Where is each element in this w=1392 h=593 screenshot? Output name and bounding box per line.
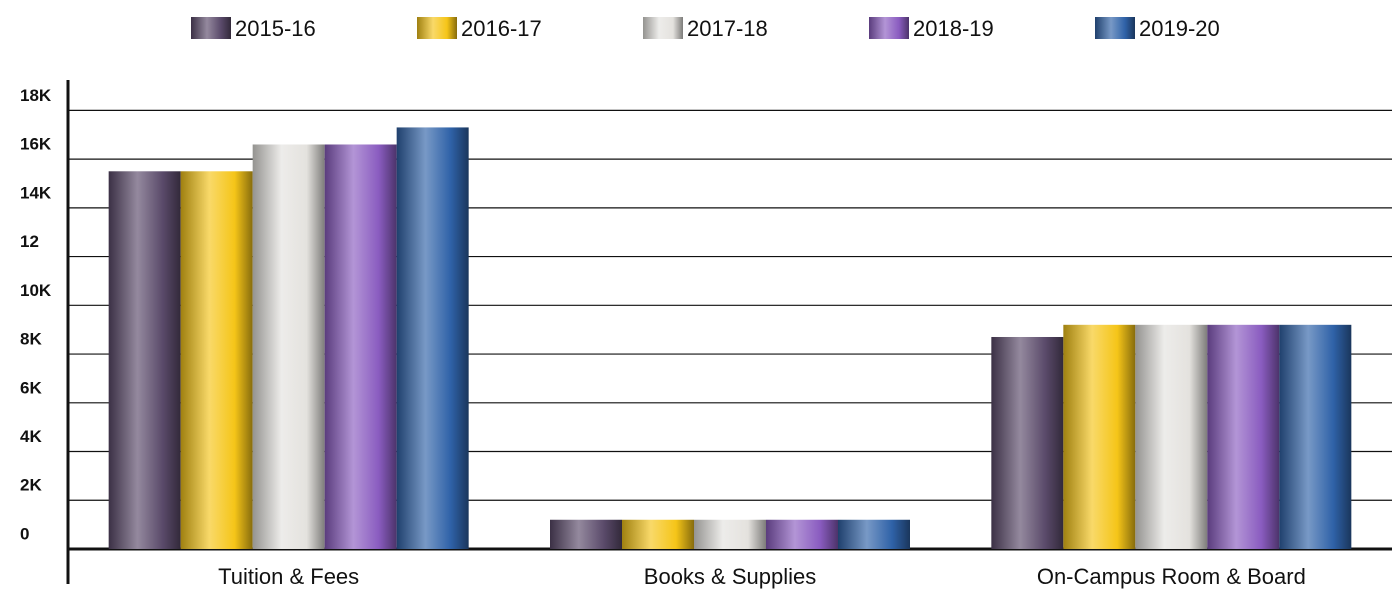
legend-label: 2017-18 <box>687 16 768 41</box>
bar <box>1135 324 1208 549</box>
bar <box>180 171 253 549</box>
y-tick-label: 8K <box>20 330 42 349</box>
bar <box>1207 324 1280 549</box>
bar <box>766 519 838 549</box>
bar <box>694 519 766 549</box>
bar <box>838 519 910 549</box>
bar <box>252 144 325 550</box>
legend-swatch <box>191 17 231 39</box>
y-tick-label: 18K <box>20 86 52 105</box>
y-tick-label: 0 <box>20 524 29 543</box>
x-tick-label: Tuition & Fees <box>218 564 359 589</box>
legend-label: 2018-19 <box>913 16 994 41</box>
y-tick-label: 4K <box>20 427 42 446</box>
y-tick-label: 14K <box>20 183 52 202</box>
x-tick-label: Books & Supplies <box>644 564 816 589</box>
legend-swatch <box>417 17 457 39</box>
legend-swatch <box>643 17 683 39</box>
bar <box>324 144 397 550</box>
y-tick-label: 10K <box>20 281 52 300</box>
legend-label: 2015-16 <box>235 16 316 41</box>
y-tick-label: 2K <box>20 476 42 495</box>
legend-label: 2019-20 <box>1139 16 1220 41</box>
bar <box>550 519 622 549</box>
bar <box>1063 324 1136 549</box>
legend-label: 2016-17 <box>461 16 542 41</box>
x-tick-label: On-Campus Room & Board <box>1037 564 1306 589</box>
legend-swatch <box>1095 17 1135 39</box>
bar <box>396 127 469 549</box>
bar <box>1279 324 1352 549</box>
legend-swatch <box>869 17 909 39</box>
y-tick-label: 6K <box>20 378 42 397</box>
y-tick-label: 12 <box>20 232 39 251</box>
bar <box>991 336 1064 549</box>
bar <box>622 519 694 549</box>
y-tick-label: 16K <box>20 135 52 154</box>
bar <box>108 171 181 549</box>
